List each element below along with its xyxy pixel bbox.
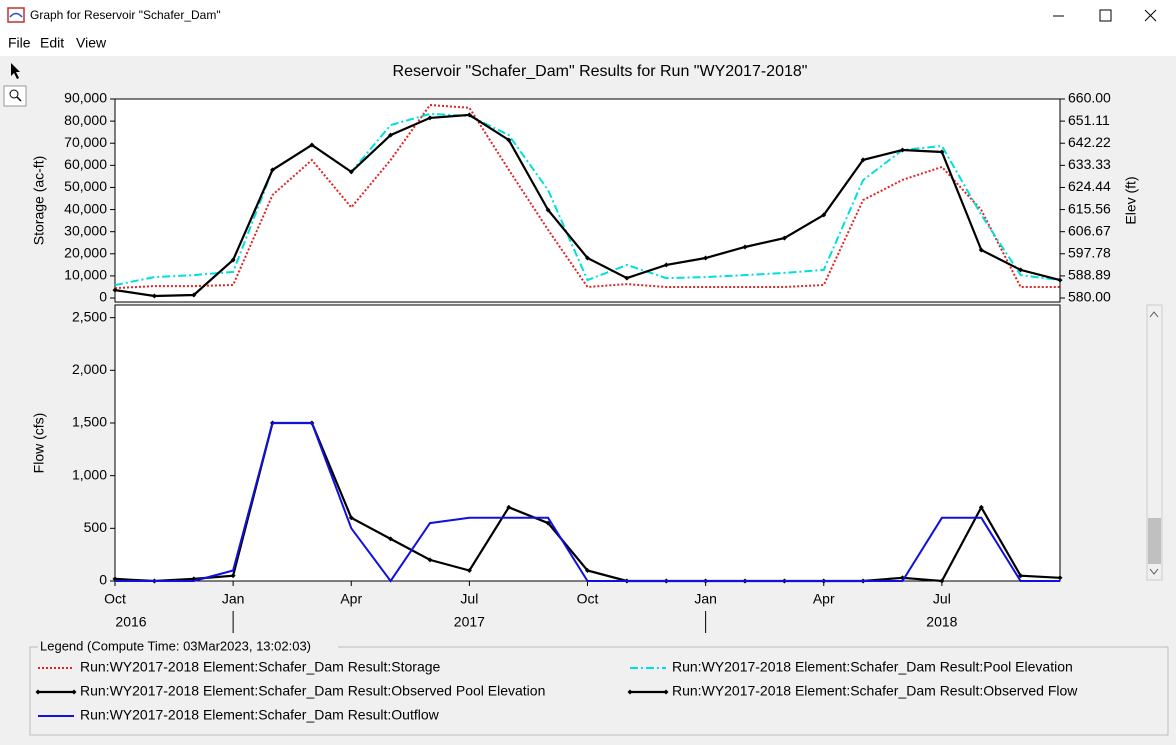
menu-bar [0, 32, 1176, 56]
y-tick-label: 50,000 [64, 178, 107, 194]
x-tick-label: Jan [694, 591, 717, 607]
y-tick-label: 0 [99, 289, 107, 305]
y-tick-label: 40,000 [64, 200, 107, 216]
legend-label: Run:WY2017-2018 Element:Schafer_Dam Resu… [672, 659, 1073, 675]
y-tick-label: 0 [99, 572, 107, 588]
series-line [112, 112, 1063, 299]
y-tick-label: 500 [84, 519, 108, 535]
y2-tick-label: 642.22 [1068, 134, 1111, 150]
y-tick-label: 90,000 [64, 90, 107, 106]
window-title: Graph for Reservoir "Schafer_Dam" [30, 8, 221, 22]
plot-area [114, 98, 1061, 303]
legend-label: Run:WY2017-2018 Element:Schafer_Dam Resu… [80, 659, 441, 675]
maximize-button[interactable] [1099, 9, 1112, 22]
x-tick-label: Jul [933, 591, 951, 607]
scrollbar[interactable] [1146, 304, 1163, 581]
y-tick-label: 10,000 [64, 267, 107, 283]
y-tick-label: 2,500 [72, 308, 107, 324]
y2-tick-label: 597.78 [1068, 244, 1111, 260]
y2-tick-label: 660.00 [1068, 90, 1111, 106]
y-tick-label: 70,000 [64, 134, 107, 150]
y2-tick-label: 580.00 [1068, 289, 1111, 305]
y2-tick-label: 624.44 [1068, 178, 1111, 194]
x-year-label: 2016 [115, 614, 146, 630]
y-axis-title: Flow (cfs) [31, 413, 47, 474]
app-icon [7, 7, 25, 23]
series-line [115, 422, 1060, 583]
legend-label: Run:WY2017-2018 Element:Schafer_Dam Resu… [80, 683, 545, 699]
y-tick-label: 80,000 [64, 112, 107, 128]
legend-title: Legend (Compute Time: 03Mar2023, 13:02:0… [40, 638, 311, 653]
y2-tick-label: 588.89 [1068, 267, 1111, 283]
x-tick-label: Jul [460, 591, 478, 607]
y-tick-label: 30,000 [64, 222, 107, 238]
y2-tick-label: 606.67 [1068, 222, 1111, 238]
y-tick-label: 2,000 [72, 361, 107, 377]
menu-item[interactable]: Edit [40, 35, 64, 51]
x-year-label: 2018 [926, 614, 957, 630]
pointer-tool[interactable] [11, 63, 20, 79]
y-tick-label: 20,000 [64, 244, 107, 260]
y-tick-label: 1,500 [72, 414, 107, 430]
y-tick-label: 60,000 [64, 156, 107, 172]
y2-tick-label: 633.33 [1068, 156, 1111, 172]
y-axis-title: Storage (ac-ft) [31, 156, 47, 245]
x-tick-label: Oct [577, 591, 599, 607]
legend-label: Run:WY2017-2018 Element:Schafer_Dam Resu… [672, 683, 1078, 699]
menu-item[interactable]: File [8, 35, 31, 51]
zoom-tool[interactable] [3, 85, 27, 107]
plot-area [114, 304, 1061, 582]
y2-axis-title: Elev (ft) [1123, 176, 1139, 224]
chart-title: Reservoir "Schafer_Dam" Results for Run … [393, 63, 808, 80]
y2-tick-label: 651.11 [1068, 112, 1110, 128]
legend-label: Run:WY2017-2018 Element:Schafer_Dam Resu… [80, 707, 440, 723]
x-tick-label: Apr [340, 591, 362, 607]
x-tick-label: Apr [813, 591, 835, 607]
scrollbar-thumb[interactable] [1148, 518, 1161, 564]
y-tick-label: 1,000 [72, 466, 107, 482]
y2-tick-label: 615.56 [1068, 200, 1111, 216]
close-button[interactable] [1144, 9, 1157, 22]
menu-item[interactable]: View [76, 35, 107, 51]
x-tick-label: Oct [104, 591, 126, 607]
x-tick-label: Jan [222, 591, 245, 607]
x-year-label: 2017 [454, 614, 485, 630]
title-bar [0, 0, 1176, 32]
legend-box [29, 646, 1169, 736]
